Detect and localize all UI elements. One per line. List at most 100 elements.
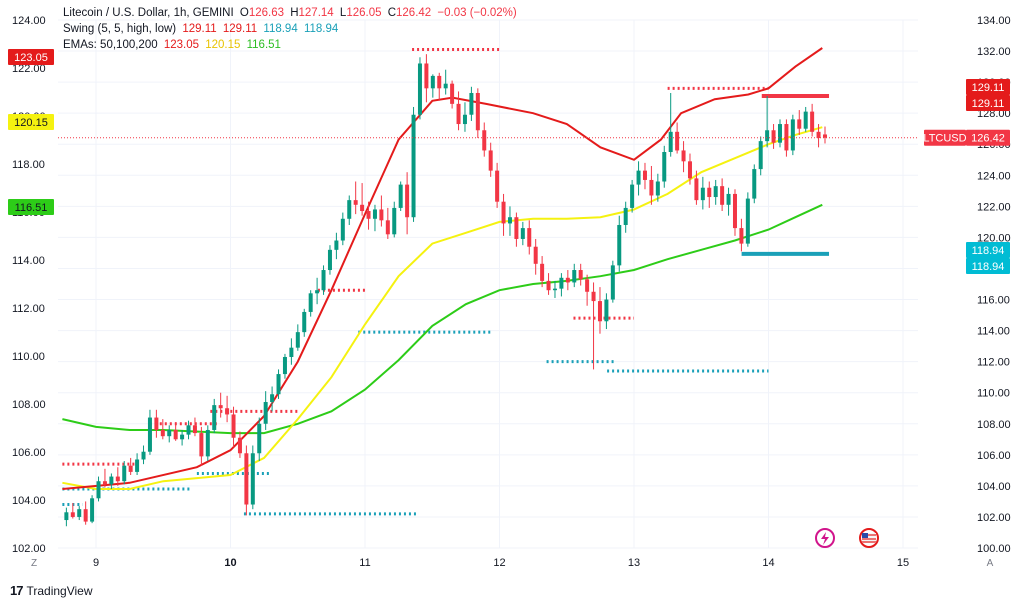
candle-body — [533, 246, 538, 264]
time-tick-label: 15 — [897, 557, 909, 569]
right-tick-label: 124.00 — [977, 170, 1011, 182]
ema100-label-bg — [8, 114, 54, 130]
tradingview-logo-icon: 17 — [10, 583, 24, 598]
candle-body — [353, 200, 358, 205]
low-value: 126.05 — [346, 7, 382, 19]
right-tick-label: 122.00 — [977, 201, 1011, 213]
candle-body — [777, 124, 782, 143]
candle-body — [694, 178, 699, 201]
candle-body — [90, 498, 95, 522]
candle-body — [527, 228, 532, 247]
candle-body — [597, 301, 602, 322]
right-tick-label: 108.00 — [977, 419, 1011, 431]
candle-body — [810, 111, 815, 132]
low-label: L — [339, 7, 347, 19]
close-value: 126.42 — [396, 7, 432, 19]
candle-body — [623, 207, 628, 225]
last-price-label-bg — [966, 129, 1010, 146]
candle-body — [765, 130, 770, 142]
time-tick-label: 11 — [359, 557, 370, 569]
candle-body — [816, 131, 821, 139]
ema100-line — [62, 126, 823, 490]
ticker-label: LTCUSD — [923, 129, 967, 146]
time-tick-label: 10 — [224, 557, 236, 569]
candle-body — [572, 270, 577, 283]
chart-icons[interactable] — [815, 528, 879, 548]
candle-body — [495, 170, 500, 202]
left-tick-label: 118.00 — [12, 159, 45, 171]
flag-icon-field — [862, 533, 876, 543]
swing-levels — [62, 48, 830, 516]
candle-body — [642, 170, 647, 180]
candle-body — [482, 130, 487, 151]
candle-body — [437, 75, 442, 89]
ema200-label-bg — [8, 199, 54, 215]
left-axis: 102.00 104.00 106.00 108.00 110.00 112.00 114.… — [12, 15, 46, 555]
candle-body — [456, 103, 461, 125]
right-tick-label: 120.00 — [977, 232, 1011, 244]
swing-val-4: 118.94 — [303, 23, 339, 35]
right-tick-label: 106.00 — [977, 450, 1011, 462]
left-tick-label: 112.00 — [12, 303, 45, 315]
ema200-label: 116.51 — [8, 199, 54, 215]
candle-body — [469, 92, 474, 115]
candle-body — [199, 433, 204, 457]
candle-body — [212, 405, 217, 430]
candle-body — [180, 434, 185, 440]
time-tick-label: 13 — [628, 557, 640, 569]
candle-body — [405, 184, 410, 218]
candle-body — [462, 114, 467, 125]
candle-body — [662, 152, 667, 182]
candle-body — [360, 204, 365, 212]
candle-body — [610, 265, 615, 300]
candle-body — [488, 150, 493, 171]
candle-body — [636, 170, 641, 185]
candle-body — [713, 186, 718, 198]
ema-legend: EMAs: 50,100,200 123.05 120.15 116.51 — [63, 39, 284, 51]
candle-body — [707, 187, 712, 198]
right-tick-label: 110.00 — [977, 388, 1010, 400]
candle-body — [552, 288, 557, 291]
candle-body — [64, 512, 69, 521]
right-tick-label: 102.00 — [977, 512, 1011, 524]
swing-low-label-1-text: 118.94 — [972, 245, 1005, 257]
swing-val-2: 129.11 — [222, 23, 258, 35]
candle-body — [289, 347, 294, 357]
candle-body — [546, 280, 551, 291]
candle-body — [803, 111, 808, 129]
candle-body — [160, 429, 165, 437]
right-tick-label: 116.00 — [977, 295, 1010, 307]
tradingview-brand[interactable]: 17 TradingView — [10, 583, 93, 598]
candle-body — [745, 198, 750, 244]
timezone-toggle: Z — [31, 558, 37, 569]
open-label: O — [239, 7, 249, 19]
left-tick-label: 114.00 — [12, 255, 45, 267]
candle-body — [617, 224, 622, 266]
left-tick-label: 108.00 — [12, 399, 46, 411]
candle-body — [758, 141, 763, 170]
candle-body — [565, 277, 570, 283]
candle-body — [231, 414, 236, 438]
swing-low-label-1-bg — [966, 242, 1010, 258]
candle-body — [244, 453, 249, 505]
ema-label: EMAs: 50,100,200 — [63, 39, 158, 51]
candle-body — [591, 291, 596, 302]
candle-body — [578, 270, 583, 280]
ticker-label-bg — [924, 129, 966, 146]
swing-high-label-1-text: 129.11 — [972, 82, 1005, 94]
candle-body — [687, 161, 692, 179]
right-tick-label: 128.00 — [977, 108, 1011, 120]
candle-body — [720, 186, 725, 205]
candle-body — [540, 263, 545, 281]
swing-val-1: 129.11 — [182, 23, 217, 35]
candle-body — [257, 423, 262, 454]
swing-high-label-2-bg — [966, 95, 1010, 111]
candle-body — [520, 228, 525, 239]
candle-body — [115, 476, 120, 482]
ema100-val: 120.15 — [205, 39, 241, 51]
candle-body — [681, 150, 686, 162]
candle-body — [122, 465, 127, 482]
ema100-label-text: 120.15 — [14, 117, 48, 129]
change-value: −0.03 (−0.02%) — [437, 7, 517, 19]
